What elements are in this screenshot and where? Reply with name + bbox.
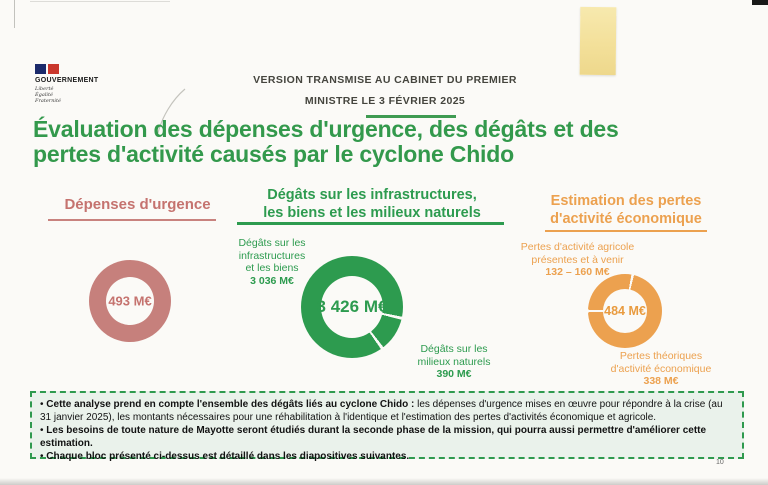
flag-blue-block xyxy=(35,64,46,74)
motto-line: Fraternité xyxy=(35,98,61,104)
french-flag-icon xyxy=(35,64,115,74)
label-degats-infrastructures: Dégâts sur les infrastructures et les bi… xyxy=(226,237,318,287)
column-header-degats-line1: Dégâts sur les infrastructures, xyxy=(267,187,477,203)
donut-chart-degats: 3 426 M€ xyxy=(301,256,403,358)
donut-chart-depenses-urgence: 493 M€ xyxy=(89,260,171,342)
label-line: Dégâts sur les xyxy=(420,343,488,355)
flag-red-block xyxy=(48,64,59,74)
column-header-pertes-line2: d'activité économique xyxy=(550,211,702,227)
column-header-depenses-urgence: Dépenses d'urgence xyxy=(64,196,211,213)
donut-value-pertes: 484 M€ xyxy=(604,304,646,318)
column-underline-green xyxy=(237,222,504,225)
page-title: Évaluation des dépenses d'urgence, des d… xyxy=(33,117,743,167)
donut-value-degats: 3 426 M€ xyxy=(316,297,388,316)
footnote-bullet-3-text: Chaque bloc présenté ci-dessus est détai… xyxy=(46,451,410,462)
bullet-icon: • xyxy=(40,399,44,410)
footnote-bullet-2-text: Les besoins de toute nature de Mayotte s… xyxy=(40,425,707,449)
donut-value-depenses: 493 M€ xyxy=(108,293,152,309)
transmission-line2: MINISTRE LE 3 FÉVRIER 2025 xyxy=(304,95,466,107)
footnote-bullet-1: • Cette analyse prend en compte l'ensemb… xyxy=(40,398,734,424)
footnote-bullet-1-rest: les dépenses d'urgence mises en œuvre po… xyxy=(40,399,723,423)
header-divider xyxy=(366,115,456,118)
label-pertes-theoriques: Pertes théoriques d'activité économique … xyxy=(590,350,732,388)
transmission-header: VERSION TRANSMISE AU CABINET DU PREMIER … xyxy=(200,70,570,112)
label-value: 338 M€ xyxy=(643,375,679,387)
column-header-degats: Dégâts sur les infrastructures, les bien… xyxy=(238,186,506,222)
page-number: 10 xyxy=(716,459,724,466)
logo-motto: Liberté Égalité Fraternité xyxy=(35,86,115,104)
donut-hole xyxy=(321,276,383,338)
scan-edge-line-left xyxy=(14,0,15,28)
label-value: 132 – 160 M€ xyxy=(545,266,610,278)
sticky-note xyxy=(579,6,617,76)
footnote-bullet-1-bold: Cette analyse prend en compte l'ensemble… xyxy=(46,399,415,410)
footnote-bullet-2: • Les besoins de toute nature de Mayotte… xyxy=(40,424,734,450)
scan-corner-mark xyxy=(752,0,768,5)
label-degats-milieux-naturels: Dégâts sur les milieux naturels 390 M€ xyxy=(405,343,503,381)
page-title-line2: pertes d'activité causés par le cyclone … xyxy=(33,141,514,167)
motto-line: Liberté xyxy=(35,86,54,92)
page-title-line1: Évaluation des dépenses d'urgence, des d… xyxy=(33,116,619,142)
label-line: d'activité économique xyxy=(610,362,712,375)
column-underline-orange xyxy=(545,230,707,232)
bullet-icon: • xyxy=(40,451,44,462)
gouvernement-logo: GOUVERNEMENT Liberté Égalité Fraternité xyxy=(35,64,115,104)
donut-hole xyxy=(106,277,154,325)
footnote-bullet-3: • Chaque bloc présenté ci-dessus est dét… xyxy=(40,450,734,463)
label-value: 390 M€ xyxy=(436,368,472,380)
donut-chart-pertes: 484 M€ xyxy=(588,274,662,348)
label-line: Dégâts sur les xyxy=(238,237,306,249)
label-line: Pertes d'activité agricole xyxy=(520,241,635,253)
label-value: 3 036 M€ xyxy=(250,274,294,287)
scan-bottom-shadow xyxy=(0,478,768,485)
column-underline-rose xyxy=(48,219,216,221)
motto-line: Égalité xyxy=(35,92,53,98)
column-header-pertes: Estimation des pertes d'activité économi… xyxy=(528,192,724,228)
footnote-box: • Cette analyse prend en compte l'ensemb… xyxy=(30,391,744,462)
label-pertes-agricoles: Pertes d'activité agricole présentes et … xyxy=(505,241,650,279)
label-line: milieux naturels xyxy=(417,355,491,368)
label-line: Pertes théoriques xyxy=(619,350,703,362)
column-header-pertes-line1: Estimation des pertes xyxy=(550,193,702,209)
label-line: et les biens xyxy=(245,262,299,274)
label-line: présentes et à venir xyxy=(531,253,624,266)
label-line: infrastructures xyxy=(238,249,306,262)
logo-name: GOUVERNEMENT xyxy=(35,77,99,84)
bullet-icon: • xyxy=(40,425,44,436)
donut-hole xyxy=(603,289,647,333)
scan-edge-line-top xyxy=(30,1,170,2)
transmission-line1: VERSION TRANSMISE AU CABINET DU PREMIER xyxy=(253,74,517,86)
column-header-degats-line2: les biens et les milieux naturels xyxy=(263,205,481,221)
pen-stroke-artifact xyxy=(157,88,186,134)
